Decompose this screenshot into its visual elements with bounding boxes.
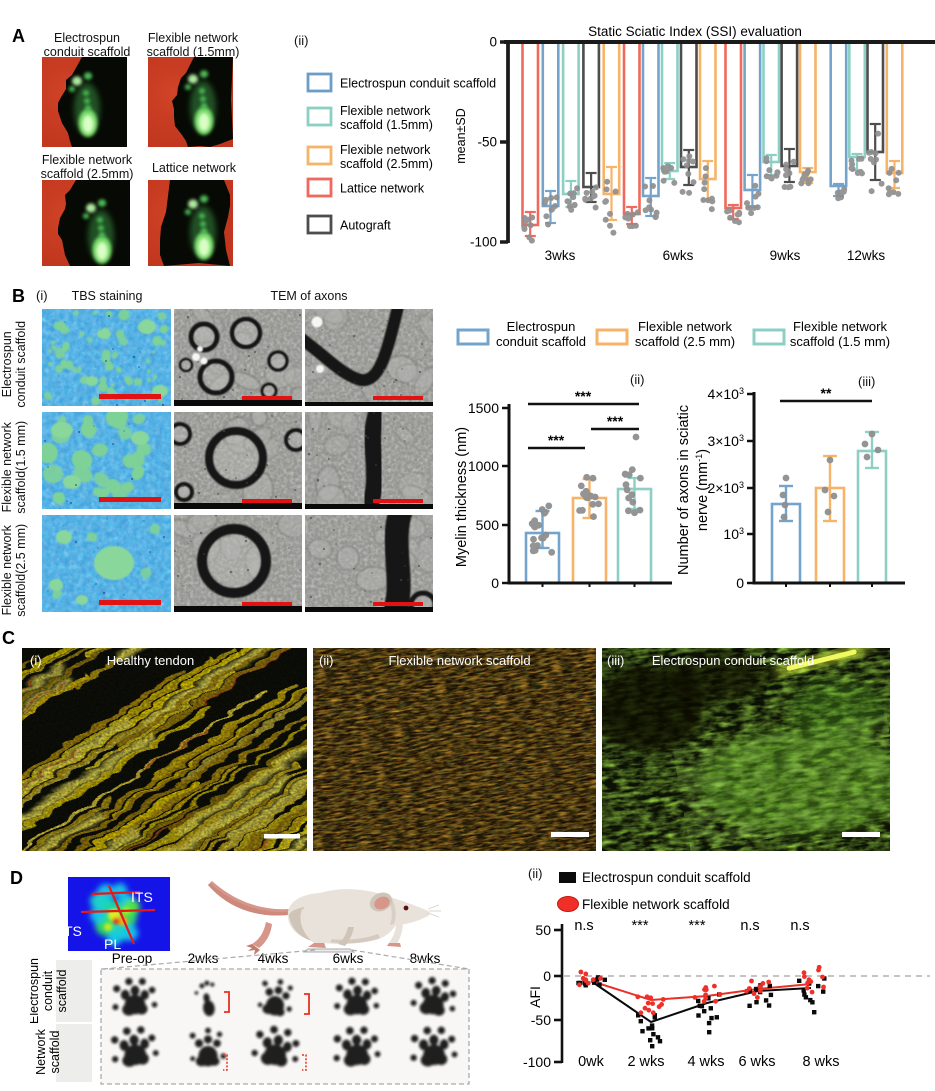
svg-text:3×103: 3×103 bbox=[707, 433, 744, 449]
svg-text:scaffold (1.5mm): scaffold (1.5mm) bbox=[340, 118, 433, 132]
svg-text:Pre-op: Pre-op bbox=[112, 952, 153, 966]
svg-text:scaffold: scaffold bbox=[48, 1031, 62, 1074]
svg-text:Number of axons in sciatic: Number of axons in sciatic bbox=[676, 405, 692, 575]
svg-text:(i): (i) bbox=[30, 653, 42, 668]
svg-text:Myelin thickness (nm): Myelin thickness (nm) bbox=[454, 427, 470, 567]
svg-text:Electrospun: Electrospun bbox=[30, 958, 41, 1024]
svg-text:6 wks: 6 wks bbox=[738, 1054, 775, 1070]
svg-text:0: 0 bbox=[543, 968, 551, 984]
svg-text:12wks: 12wks bbox=[847, 248, 886, 263]
svg-text:8 wks: 8 wks bbox=[802, 1054, 839, 1070]
svg-text:50: 50 bbox=[535, 922, 551, 938]
svg-text:1500: 1500 bbox=[468, 400, 499, 416]
svg-text:mean±SD: mean±SD bbox=[454, 108, 468, 164]
svg-text:6wks: 6wks bbox=[333, 952, 364, 966]
svg-text:conduit scaffold: conduit scaffold bbox=[496, 334, 586, 349]
svg-text:n.s: n.s bbox=[790, 918, 809, 934]
svg-text:AFI: AFI bbox=[527, 986, 543, 1008]
svg-text:Electrospun: Electrospun bbox=[507, 320, 576, 334]
svg-text:Lattice network: Lattice network bbox=[340, 182, 425, 196]
svg-text:Electrospun conduit scaffold: Electrospun conduit scaffold bbox=[340, 77, 496, 91]
svg-text:TS: TS bbox=[64, 923, 82, 939]
svg-text:2 wks: 2 wks bbox=[627, 1054, 664, 1070]
svg-text:103: 103 bbox=[723, 526, 744, 542]
svg-text:scaffold (1.5 mm): scaffold (1.5 mm) bbox=[790, 334, 890, 349]
svg-text:Flexible network: Flexible network bbox=[793, 320, 887, 334]
svg-text:Flexible network scaffold: Flexible network scaffold bbox=[582, 897, 730, 912]
svg-text:Flexible network: Flexible network bbox=[638, 320, 732, 334]
svg-text:4×103: 4×103 bbox=[707, 386, 744, 402]
svg-text:9wks: 9wks bbox=[770, 248, 801, 263]
svg-text:scaffold (2.5 mm): scaffold (2.5 mm) bbox=[635, 334, 735, 349]
svg-text:Flexible network scaffold: Flexible network scaffold bbox=[388, 653, 530, 668]
svg-text:Healthy tendon: Healthy tendon bbox=[107, 653, 194, 668]
svg-text:3wks: 3wks bbox=[545, 248, 576, 263]
svg-text:2×103: 2×103 bbox=[707, 480, 744, 496]
svg-text:4wks: 4wks bbox=[258, 952, 289, 966]
svg-text:n.s: n.s bbox=[574, 918, 593, 934]
svg-text:**: ** bbox=[821, 385, 832, 401]
svg-text:6wks: 6wks bbox=[663, 248, 694, 263]
svg-text:(ii): (ii) bbox=[319, 653, 333, 668]
svg-text:Flexible network: Flexible network bbox=[340, 104, 431, 118]
svg-text:4 wks: 4 wks bbox=[687, 1054, 724, 1070]
svg-text:nerve (mm-1): nerve (mm-1) bbox=[694, 449, 711, 531]
svg-text:2wks: 2wks bbox=[188, 952, 219, 966]
svg-text:***: *** bbox=[689, 918, 706, 934]
svg-text:0: 0 bbox=[489, 35, 497, 50]
svg-text:8wks: 8wks bbox=[410, 952, 441, 966]
svg-text:***: *** bbox=[632, 918, 649, 934]
svg-text:PL: PL bbox=[104, 936, 121, 951]
svg-text:Electrospun conduit scaffold: Electrospun conduit scaffold bbox=[652, 653, 814, 668]
svg-text:(iii): (iii) bbox=[607, 653, 624, 668]
svg-text:Electrospun conduit scaffold: Electrospun conduit scaffold bbox=[582, 870, 751, 885]
svg-text:-50: -50 bbox=[531, 1012, 551, 1028]
svg-text:0: 0 bbox=[736, 575, 744, 591]
svg-text:conduit: conduit bbox=[41, 970, 55, 1011]
svg-text:Flexible network: Flexible network bbox=[340, 143, 431, 157]
svg-text:Autograft: Autograft bbox=[340, 219, 391, 233]
svg-text:***: *** bbox=[607, 413, 624, 429]
svg-text:1000: 1000 bbox=[468, 458, 499, 474]
svg-text:***: *** bbox=[548, 432, 565, 448]
svg-text:-100: -100 bbox=[523, 1054, 551, 1070]
svg-text:-100: -100 bbox=[470, 235, 497, 250]
svg-text:***: *** bbox=[575, 388, 592, 404]
svg-text:0wk: 0wk bbox=[578, 1054, 605, 1070]
svg-text:0: 0 bbox=[491, 575, 499, 591]
svg-text:scaffold: scaffold bbox=[55, 970, 69, 1013]
svg-text:500: 500 bbox=[476, 517, 500, 533]
svg-text:Static Sciatic Index (SSI) eva: Static Sciatic Index (SSI) evaluation bbox=[588, 24, 802, 39]
svg-text:Network: Network bbox=[34, 1028, 48, 1075]
svg-text:scaffold (2.5mm): scaffold (2.5mm) bbox=[340, 157, 433, 171]
svg-text:ITS: ITS bbox=[131, 889, 153, 905]
svg-text:-50: -50 bbox=[477, 135, 497, 150]
svg-text:n.s: n.s bbox=[740, 918, 759, 934]
